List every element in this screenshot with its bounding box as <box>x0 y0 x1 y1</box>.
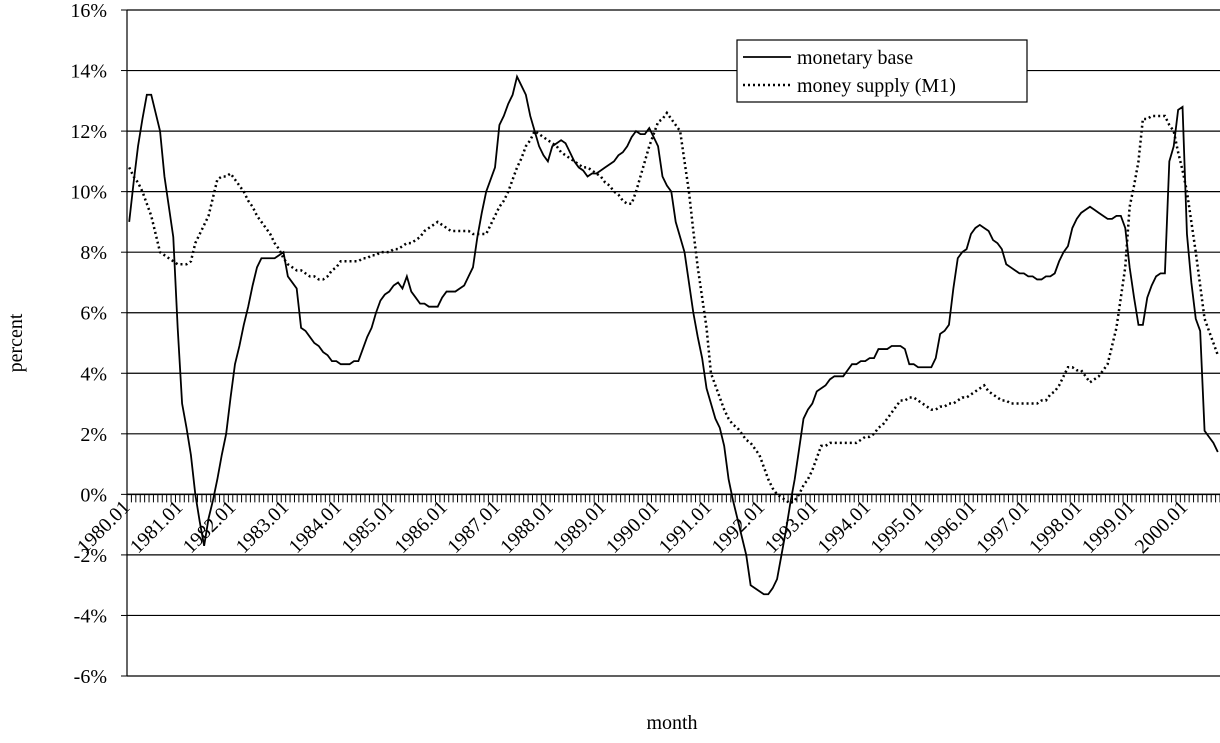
x-axis-title: month <box>646 712 697 734</box>
x-tick-label: 1993.01 <box>761 496 823 558</box>
y-tick-label: 10% <box>70 182 107 204</box>
y-tick-label: 8% <box>80 242 107 264</box>
y-tick-label: 0% <box>80 484 107 506</box>
legend-label: monetary base <box>797 47 913 69</box>
x-tick-label: 1988.01 <box>496 496 558 558</box>
x-tick-label: 1983.01 <box>232 496 294 558</box>
x-tick-label: 1999.01 <box>1078 496 1140 558</box>
x-tick-label: 2000.01 <box>1131 496 1193 558</box>
x-tick-label: 1986.01 <box>390 496 452 558</box>
y-tick-label: -6% <box>74 666 107 688</box>
x-tick-label: 1985.01 <box>337 496 399 558</box>
x-tick-label: 1995.01 <box>866 496 928 558</box>
x-tick-label: 1996.01 <box>919 496 981 558</box>
y-tick-label: 2% <box>80 424 107 446</box>
x-tick-label: 1981.01 <box>126 496 188 558</box>
x-tick-label: 1997.01 <box>972 496 1034 558</box>
x-tick-label: 1991.01 <box>655 496 717 558</box>
y-tick-label: 4% <box>80 363 107 385</box>
y-tick-label: 14% <box>70 61 107 83</box>
x-tick-label: 1994.01 <box>813 496 875 558</box>
x-tick-label: 1990.01 <box>602 496 664 558</box>
legend-box <box>736 39 1028 103</box>
x-tick-label: 1984.01 <box>285 496 347 558</box>
y-tick-label: 16% <box>70 0 107 22</box>
y-axis-title: percent <box>5 313 27 372</box>
legend: monetary base money supply (M1) <box>736 39 1028 103</box>
y-tick-label: -4% <box>74 605 107 627</box>
y-tick-label: 12% <box>70 121 107 143</box>
x-tick-label: 1989.01 <box>549 496 611 558</box>
series-line <box>128 73 1219 596</box>
x-tick-label: 1987.01 <box>443 496 505 558</box>
y-tick-label: -2% <box>74 545 107 567</box>
y-tick-label: 6% <box>80 303 107 325</box>
series-line <box>128 110 1219 505</box>
x-tick-label: 1982.01 <box>179 496 241 558</box>
x-tick-label: 1998.01 <box>1025 496 1087 558</box>
x-tick-label: 1992.01 <box>708 496 770 558</box>
legend-label: money supply (M1) <box>797 75 956 97</box>
